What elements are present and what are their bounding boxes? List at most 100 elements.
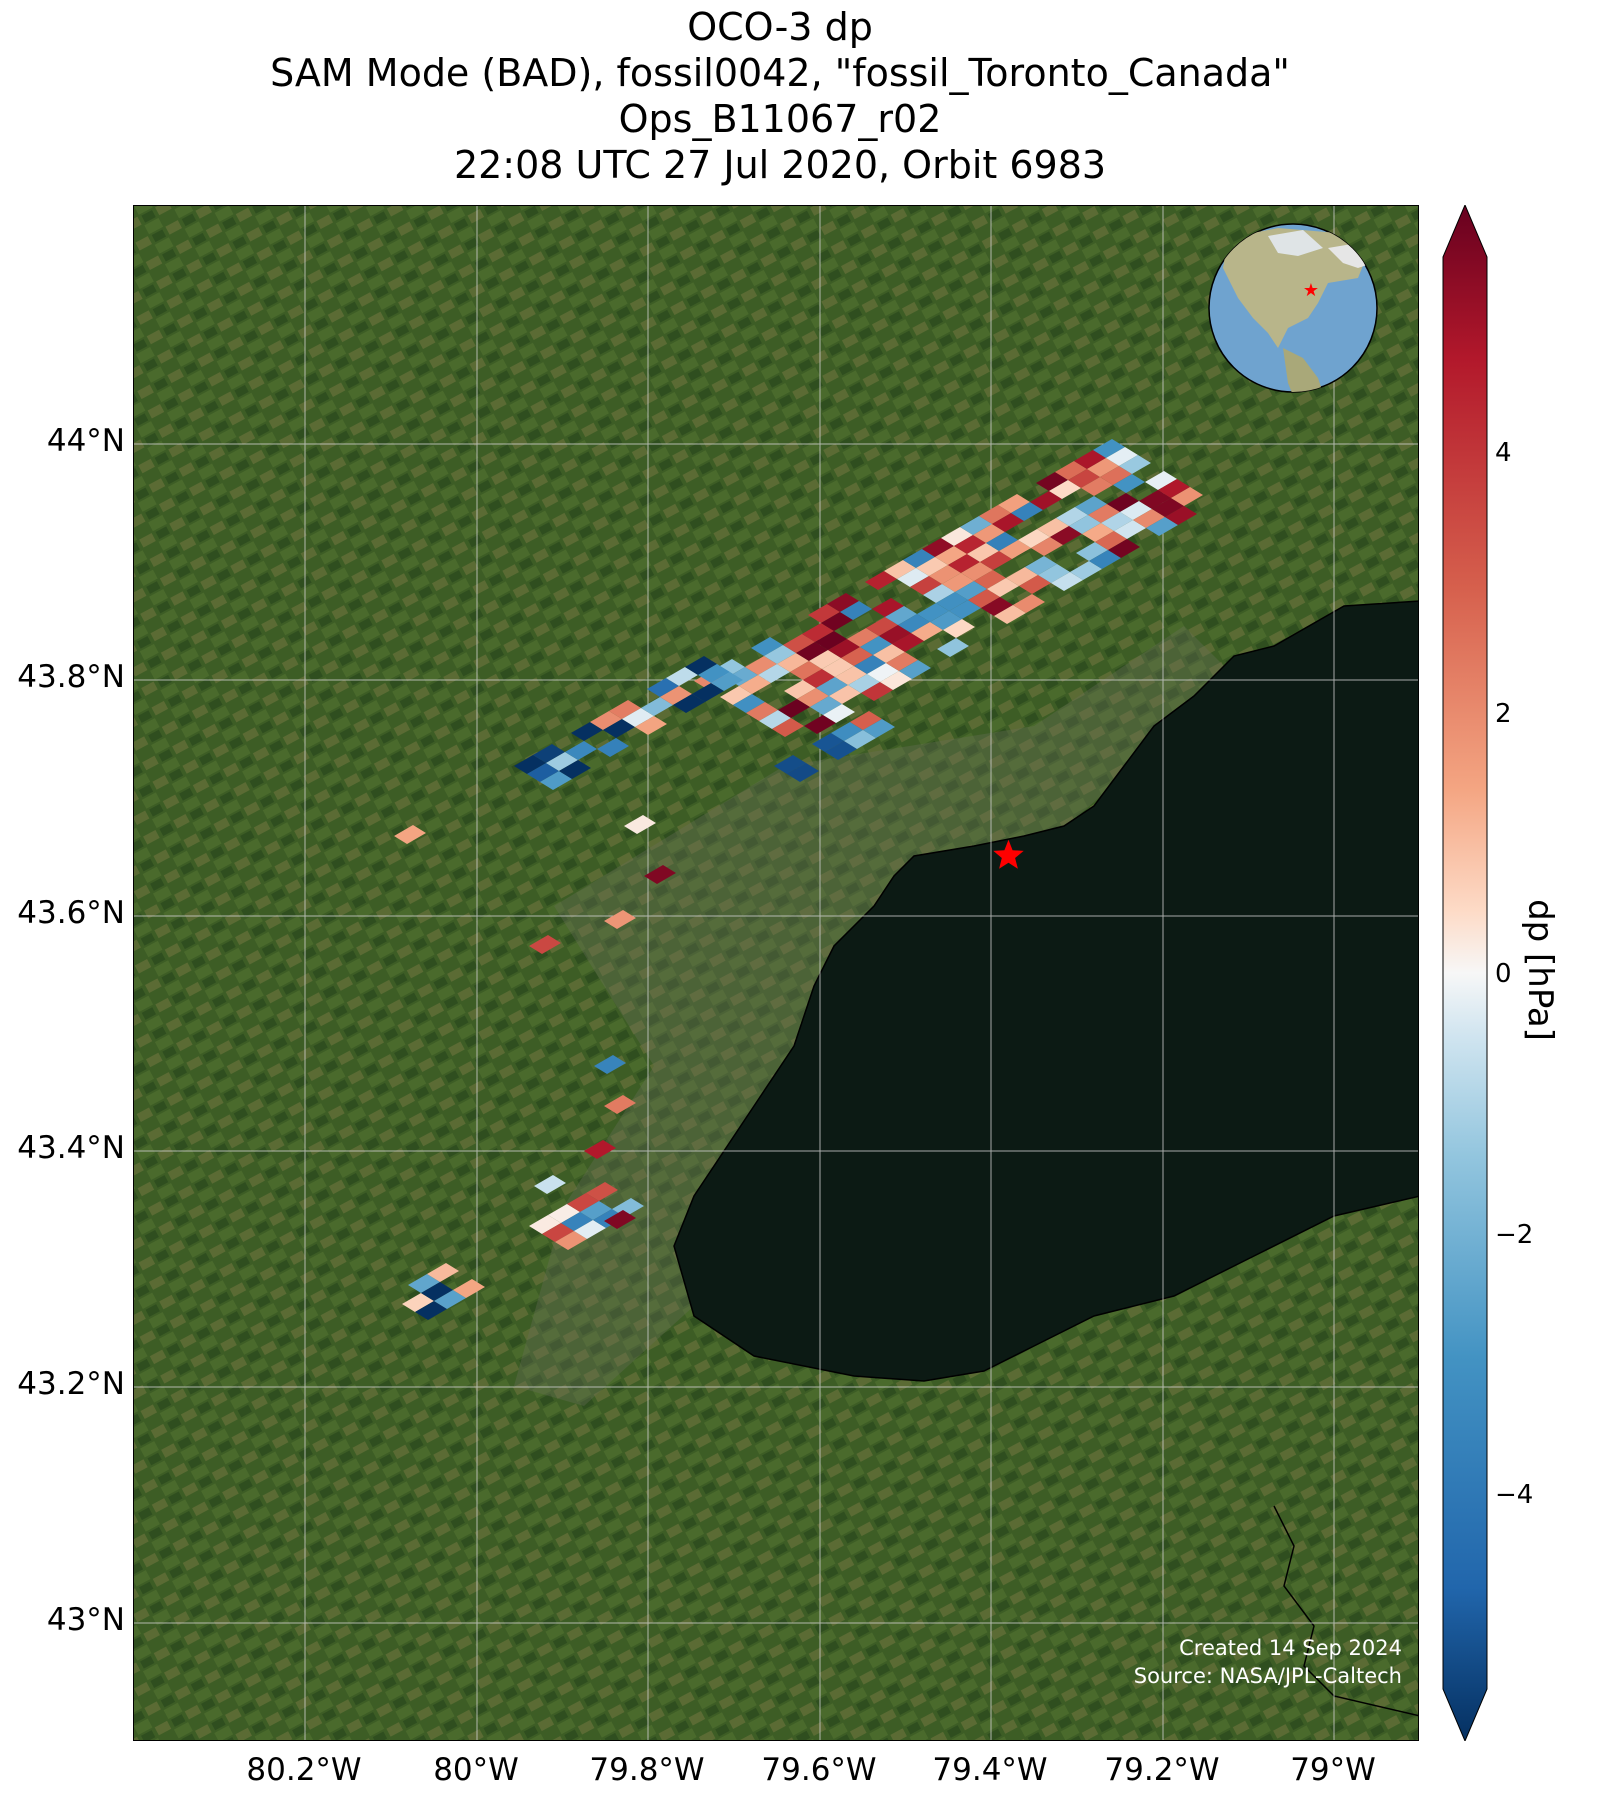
- sounding-cell: [1095, 531, 1127, 550]
- sounding-cell: [784, 680, 816, 699]
- sounding-cell: [1049, 480, 1081, 499]
- sounding-cell: [533, 744, 565, 763]
- sounding-cell: [685, 656, 717, 675]
- colorbar-label: dp [hPa]: [1520, 899, 1560, 1041]
- sounding-cell: [1018, 529, 1050, 548]
- lat-tick: 43.4°N: [17, 1130, 125, 1166]
- sounding-cell: [1165, 506, 1197, 525]
- sounding-cell: [827, 593, 859, 612]
- sounding-cell: [574, 1220, 606, 1239]
- sounding-cell: [1075, 496, 1107, 515]
- sounding-cell: [986, 532, 1018, 551]
- sounding-cell: [967, 543, 999, 562]
- sounding-cell: [774, 755, 806, 774]
- sounding-cell: [981, 597, 1013, 616]
- sounding-cell: [603, 719, 635, 738]
- sounding-cell: [865, 571, 897, 590]
- sounding-cell: [861, 682, 893, 701]
- sounding-cell: [1082, 523, 1114, 542]
- sounding-cell: [777, 653, 809, 672]
- map-panel[interactable]: Created 14 Sep 2024 Source: NASA/JPL-Cal…: [133, 205, 1419, 1741]
- sounding-cell: [796, 642, 828, 661]
- sounding-cell: [421, 1282, 453, 1301]
- sounding-cell: [641, 697, 673, 716]
- sounding-cell: [994, 605, 1026, 624]
- sounding-cell: [885, 606, 917, 625]
- sounding-cell: [812, 733, 844, 752]
- sounding-cell: [571, 722, 603, 741]
- sounding-cell: [854, 655, 886, 674]
- sounding-cell: [453, 1279, 485, 1298]
- sounding-cell: [548, 1204, 580, 1223]
- sounding-cell: [402, 1293, 434, 1312]
- sounding-cell: [1120, 501, 1152, 520]
- sounding-cell: [825, 741, 857, 760]
- sounding-cell: [586, 1182, 618, 1201]
- sounding-cell: [937, 638, 969, 657]
- sounding-cell: [514, 755, 546, 774]
- globe-target-star: ★: [1303, 280, 1319, 301]
- sounding-cell: [992, 513, 1024, 532]
- sounding-cell: [698, 664, 730, 683]
- sounding-cell: [840, 601, 872, 620]
- lon-tick: 79.6°W: [761, 1752, 877, 1788]
- sounding-cell: [1171, 487, 1203, 506]
- sounding-cell: [1113, 474, 1145, 493]
- sounding-cell: [546, 752, 578, 771]
- sounding-cell: [910, 576, 942, 595]
- sounding-cell: [898, 614, 930, 633]
- sounding-cell: [917, 603, 949, 622]
- sounding-cell: [580, 1201, 612, 1220]
- inset-globe: ★: [1208, 223, 1378, 393]
- sounding-cell: [886, 652, 918, 671]
- sounding-cell: [624, 815, 656, 834]
- credit-source: Source: NASA/JPL-Caltech: [1133, 1664, 1402, 1688]
- sounding-cell: [635, 716, 667, 735]
- sounding-cell: [584, 1140, 616, 1159]
- sounding-cell: [1025, 556, 1057, 575]
- sounding-cell: [594, 1055, 626, 1074]
- sounding-cell: [960, 516, 992, 535]
- sounding-cell: [948, 554, 980, 573]
- sounding-cell: [746, 702, 778, 721]
- sounding-cell: [529, 1215, 561, 1234]
- lon-tick: 80.2°W: [246, 1752, 362, 1788]
- sounding-cell: [751, 637, 783, 656]
- sounding-cell: [666, 667, 698, 686]
- sounding-cell: [987, 578, 1019, 597]
- sounding-cell: [764, 645, 796, 664]
- sounding-cell: [980, 551, 1012, 570]
- sounding-cell: [660, 686, 692, 705]
- lat-tick: 43.6°N: [17, 895, 125, 931]
- sounding-cell: [897, 568, 929, 587]
- sounding-cell: [821, 612, 853, 631]
- sounding-cell: [974, 570, 1006, 589]
- sounding-cell: [772, 718, 804, 737]
- credit-created: Created 14 Sep 2024: [1179, 1636, 1402, 1660]
- lon-tick: 79°W: [1290, 1752, 1376, 1788]
- sounding-cell: [415, 1301, 447, 1320]
- sounding-cell: [1100, 466, 1132, 485]
- sounding-cell: [815, 631, 847, 650]
- sounding-cell: [609, 700, 641, 719]
- sounding-cell: [903, 549, 935, 568]
- lat-tick: 43°N: [46, 1602, 125, 1638]
- sounding-cell: [879, 625, 911, 644]
- colorbar: [1442, 205, 1488, 1741]
- sounding-cell: [1119, 455, 1151, 474]
- sounding-cell: [1108, 539, 1140, 558]
- sounding-cell: [1074, 450, 1106, 469]
- colorbar-tick: −2: [1495, 1220, 1534, 1250]
- sounding-cell: [828, 639, 860, 658]
- sounding-cell: [848, 674, 880, 693]
- sounding-cell: [427, 1263, 459, 1282]
- plot-title-line1: OCO-3 dp: [687, 5, 873, 49]
- sounding-cell: [884, 560, 916, 579]
- sounding-cell: [408, 1274, 440, 1293]
- sounding-cell: [1139, 490, 1171, 509]
- plot-title-line3: Ops_B11067_r02: [618, 97, 942, 141]
- colorbar-tick: 2: [1495, 699, 1512, 729]
- sounding-cell: [850, 711, 882, 730]
- colorbar-tick: 0: [1495, 959, 1512, 989]
- sounding-cell: [816, 677, 848, 696]
